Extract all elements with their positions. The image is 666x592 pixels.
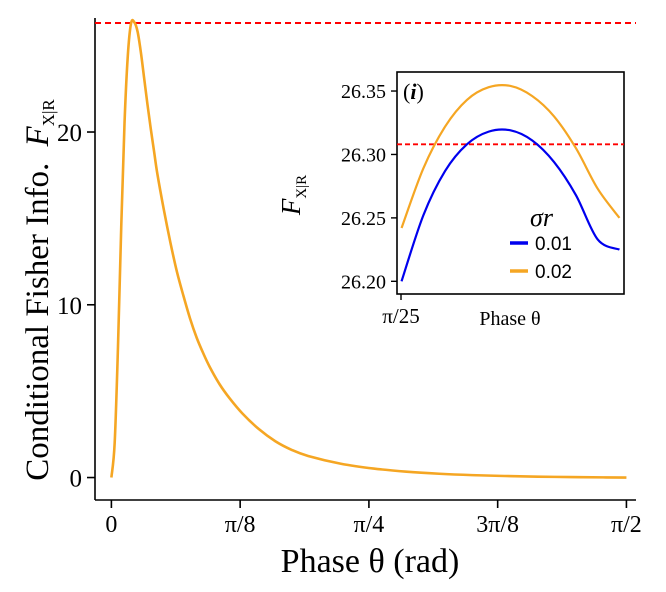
inset-y-tick-label-3: 26.35 (341, 81, 386, 103)
main-y-tick-label-2: 20 (57, 120, 82, 147)
main-y-axis-label-symbol: F (20, 125, 56, 147)
inset-y-axis-label-symbol: F (276, 198, 306, 216)
inset-series-line-1 (400, 83, 621, 229)
main-series-group (110, 18, 627, 479)
inset-frame (396, 71, 625, 295)
inset-legend: 0.01 0.02 (510, 234, 572, 283)
inset-panel-label-open: ( (403, 79, 410, 104)
inset-legend-label-1: 0.02 (535, 262, 572, 283)
inset-y-tick-label-0: 26.20 (341, 271, 386, 293)
inset-y-axis-label: FX|R (276, 175, 310, 216)
inset-legend-label-0: 0.01 (535, 234, 572, 255)
inset-panel-label-letter: i (410, 79, 417, 104)
inset-panel-label-close: ) (416, 79, 423, 104)
inset-series-group (400, 83, 621, 282)
inset-x-tick-label: π/25 (382, 304, 419, 328)
main-x-tick-label-0: 0 (105, 512, 117, 538)
main-y-axis-label: Conditional Fisher Info. FX|R (20, 99, 58, 481)
inset-y-axis-label-group: FX|R (276, 175, 310, 216)
inset-series-line-0 (400, 128, 620, 282)
inset-legend-title: σr (530, 203, 554, 232)
inset-panel-label: (i) (403, 79, 424, 104)
inset-y-axis-label-subscript: X|R (294, 175, 310, 199)
main-x-tick-label-2: π/4 (354, 512, 385, 538)
main-y-axis-label-group: Conditional Fisher Info. FX|R (20, 99, 58, 481)
main-y-tick-label-0: 0 (70, 466, 83, 493)
main-x-tick-label-3: 3π/8 (476, 512, 519, 538)
main-y-tick-label-1: 10 (57, 293, 82, 320)
main-x-tick-label-4: π/2 (611, 512, 642, 538)
main-x-tick-label-1: π/8 (225, 512, 256, 538)
inset-ticks: 26.20 26.25 26.30 26.35 (341, 81, 402, 300)
main-series-line-0 (110, 18, 627, 479)
inset-x-axis-label: Phase θ (479, 308, 540, 330)
inset-y-tick-label-1: 26.25 (341, 208, 386, 230)
inset-y-tick-label-2: 26.30 (341, 144, 386, 166)
main-ticks: 0 π/8 π/4 3π/8 π/2 0 10 20 (57, 120, 642, 538)
main-y-axis-label-subscript: X|R (39, 99, 58, 127)
main-x-axis-label: Phase θ (rad) (281, 543, 460, 580)
main-y-axis-label-text: Conditional Fisher Info. (20, 163, 56, 481)
